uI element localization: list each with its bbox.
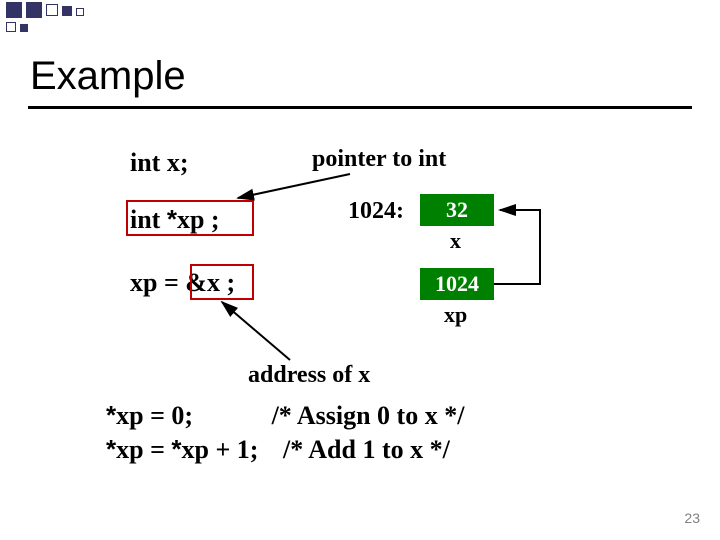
memory-box-x-value: 32 (446, 197, 468, 223)
deco-square (26, 2, 42, 18)
code-line-1: int x; (130, 148, 189, 178)
code-l5-comment: /* Add 1 to x */ (283, 435, 450, 464)
memory-box-xp-value: 1024 (435, 271, 479, 297)
code-line-2: int *xp ; (130, 204, 220, 235)
code-l2-pre: int (130, 205, 167, 234)
deco-square (6, 2, 22, 18)
memory-box-x-label: x (450, 228, 461, 254)
box-amp-x (190, 264, 254, 300)
code-l4-text: xp = 0; (116, 401, 193, 430)
code-l4-star: * (106, 400, 116, 430)
annotation-1024: 1024: (348, 198, 404, 225)
slide-title-underline (28, 106, 692, 109)
annotation-address-of-x: address of x (248, 362, 370, 389)
code-l5-star2: * (171, 434, 181, 464)
deco-square (6, 22, 16, 32)
slide-decoration (0, 0, 720, 28)
code-l5-t2: xp + 1; (182, 435, 259, 464)
code-l2-post: xp ; (177, 205, 220, 234)
code-l2-star: * (167, 204, 177, 234)
code-l5-t1: xp = (116, 435, 171, 464)
annotation-pointer-to-int: pointer to int (312, 146, 446, 173)
code-l3-pre: xp = (130, 268, 185, 297)
deco-square (46, 4, 58, 16)
deco-square (62, 6, 72, 16)
slide-title: Example (30, 54, 186, 99)
deco-square (76, 8, 84, 16)
code-l4-comment: /* Assign 0 to x */ (272, 401, 465, 430)
code-line-5: *xp = *xp + 1; /* Add 1 to x */ (106, 434, 450, 465)
memory-box-x: 32 (420, 194, 494, 226)
memory-box-xp: 1024 (420, 268, 494, 300)
page-number: 23 (684, 510, 700, 526)
code-l5-star1: * (106, 434, 116, 464)
code-line-4: *xp = 0; /* Assign 0 to x */ (106, 400, 464, 431)
deco-square (20, 24, 28, 32)
memory-box-xp-label: xp (444, 302, 467, 328)
